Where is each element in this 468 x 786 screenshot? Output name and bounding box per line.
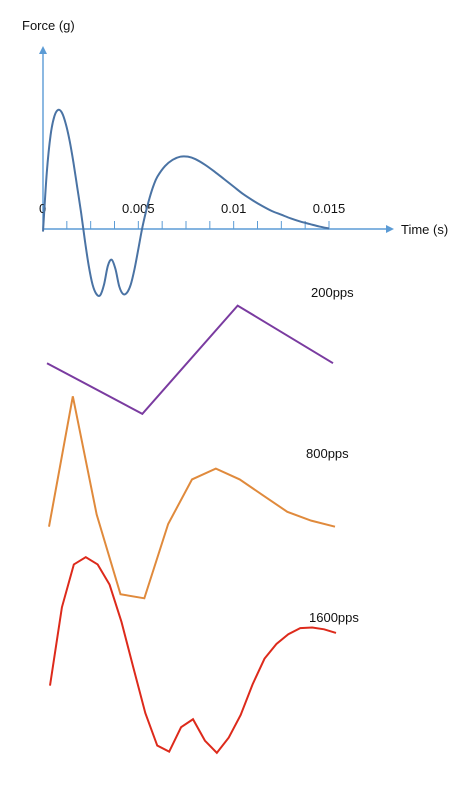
y-axis-label: Force (g) <box>22 18 75 33</box>
label-800pps: 800pps <box>306 446 349 461</box>
y-axis-arrowhead <box>39 46 47 54</box>
curve-800pps <box>48 396 336 600</box>
curve-1600pps <box>49 555 337 755</box>
curve-200pps <box>46 304 334 416</box>
panel-800pps: 800pps <box>48 396 349 600</box>
x-tick-marks <box>66 221 330 229</box>
x-axis-arrowhead <box>386 225 394 233</box>
x-tick-label: 0.01 <box>221 201 246 216</box>
x-tick-label: 0 <box>39 201 46 216</box>
label-1600pps: 1600pps <box>309 610 359 625</box>
x-axis-label: Time (s) <box>401 222 448 237</box>
x-tick-label: 0.005 <box>122 201 155 216</box>
panel-1600pps: 1600pps <box>49 555 359 755</box>
x-tick-labels: 0 0.005 0.01 0.015 <box>39 201 345 216</box>
panel-200pps: 200pps <box>46 285 354 416</box>
force-curve <box>42 108 330 298</box>
x-tick-label: 0.015 <box>313 201 346 216</box>
label-200pps: 200pps <box>311 285 354 300</box>
force-time-panel: 0 0.005 0.01 0.015 Force (g) Time (s) <box>22 18 448 298</box>
